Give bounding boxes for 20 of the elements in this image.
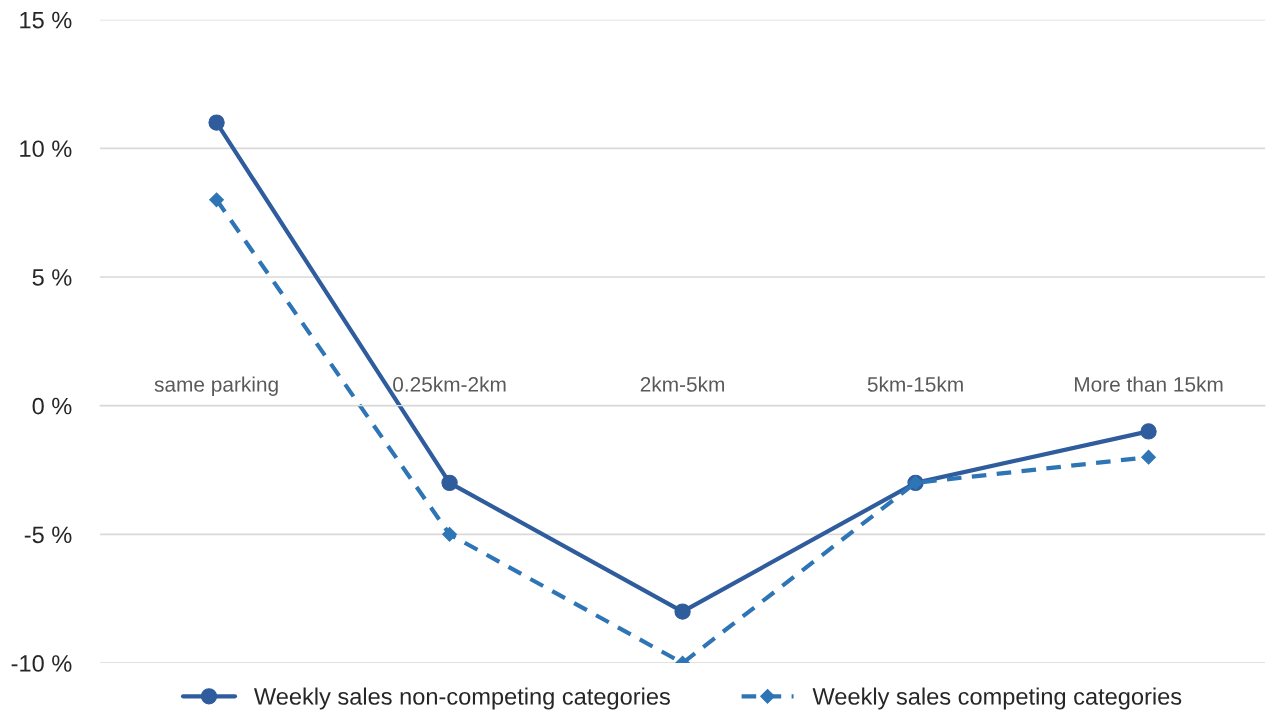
point bbox=[1141, 449, 1156, 465]
point bbox=[209, 192, 224, 208]
y-tick-label: -10 % bbox=[11, 655, 72, 672]
x-tick-label: same parking bbox=[154, 376, 278, 396]
x-tick-label: 0.25km-2km bbox=[393, 376, 506, 392]
x-tick-label: 2km-5km bbox=[640, 376, 725, 392]
y-tick-label: -5 % bbox=[24, 526, 72, 544]
point bbox=[674, 603, 691, 620]
x-tick-label: 5km-15km bbox=[867, 376, 963, 392]
x-tick-label: More than 15km bbox=[1074, 376, 1223, 392]
point bbox=[1140, 423, 1157, 440]
y-tick-label: 5 % bbox=[32, 269, 72, 286]
point bbox=[442, 526, 457, 542]
point bbox=[208, 114, 225, 131]
y-tick-label: 0 % bbox=[32, 397, 72, 415]
y-tick-label: 15 % bbox=[20, 11, 72, 29]
legend-label: Weekly sales non-competing categories bbox=[253, 687, 670, 710]
point bbox=[441, 474, 458, 492]
legend-label: Weekly sales competing categories bbox=[812, 687, 1182, 710]
y-tick-label: 10 % bbox=[20, 140, 72, 158]
